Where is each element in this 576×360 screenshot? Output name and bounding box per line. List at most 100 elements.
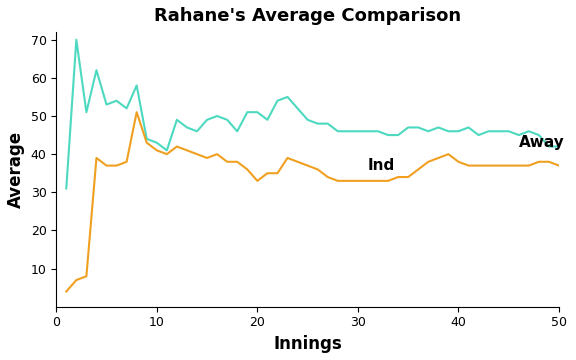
Away [83, 110, 90, 114]
Away [516, 133, 522, 137]
Ind [153, 148, 160, 153]
Away [505, 129, 512, 134]
Away [365, 129, 372, 134]
Ind [545, 159, 552, 164]
Ind [173, 144, 180, 149]
Ind [194, 152, 200, 156]
Ind [143, 140, 150, 145]
Line: Ind: Ind [66, 112, 559, 292]
Away [294, 106, 301, 111]
Away [475, 133, 482, 137]
Ind [344, 179, 351, 183]
Ind [234, 159, 241, 164]
Ind [385, 179, 392, 183]
Ind [485, 163, 492, 168]
X-axis label: Innings: Innings [273, 335, 342, 353]
Ind [314, 167, 321, 172]
Away [274, 99, 281, 103]
Ind [164, 152, 170, 156]
Ind [244, 167, 251, 172]
Away [425, 129, 432, 134]
Ind [63, 289, 70, 294]
Ind [133, 110, 140, 114]
Away [153, 140, 160, 145]
Ind [505, 163, 512, 168]
Away [405, 125, 412, 130]
Away [234, 129, 241, 134]
Ind [184, 148, 191, 153]
Ind [475, 163, 482, 168]
Away [465, 125, 472, 130]
Away [545, 144, 552, 149]
Ind [274, 171, 281, 175]
Ind [284, 156, 291, 160]
Away [324, 121, 331, 126]
Away [385, 133, 392, 137]
Ind [365, 179, 372, 183]
Away [415, 125, 422, 130]
Away [314, 121, 321, 126]
Away [284, 95, 291, 99]
Away [103, 102, 110, 107]
Ind [425, 159, 432, 164]
Away [334, 129, 341, 134]
Away [143, 137, 150, 141]
Ind [445, 152, 452, 156]
Ind [435, 156, 442, 160]
Y-axis label: Average: Average [7, 131, 25, 208]
Ind [495, 163, 502, 168]
Away [214, 114, 221, 118]
Away [184, 125, 191, 130]
Away [445, 129, 452, 134]
Away [173, 118, 180, 122]
Away [244, 110, 251, 114]
Away [435, 125, 442, 130]
Away [123, 106, 130, 111]
Away [113, 99, 120, 103]
Ind [395, 175, 401, 179]
Text: Away: Away [519, 135, 564, 150]
Title: Rahane's Average Comparison: Rahane's Average Comparison [154, 7, 461, 25]
Ind [334, 179, 341, 183]
Away [525, 129, 532, 134]
Ind [324, 175, 331, 179]
Away [485, 129, 492, 134]
Ind [516, 163, 522, 168]
Away [374, 129, 381, 134]
Away [455, 129, 462, 134]
Ind [354, 179, 361, 183]
Ind [556, 163, 563, 168]
Text: Ind: Ind [368, 158, 395, 173]
Line: Away: Away [66, 40, 559, 189]
Away [194, 129, 200, 134]
Ind [113, 163, 120, 168]
Away [495, 129, 502, 134]
Away [354, 129, 361, 134]
Ind [415, 167, 422, 172]
Away [536, 133, 543, 137]
Away [73, 37, 80, 42]
Ind [203, 156, 210, 160]
Ind [214, 152, 221, 156]
Ind [536, 159, 543, 164]
Away [223, 118, 230, 122]
Ind [465, 163, 472, 168]
Ind [304, 163, 311, 168]
Ind [525, 163, 532, 168]
Ind [103, 163, 110, 168]
Ind [405, 175, 412, 179]
Ind [455, 159, 462, 164]
Away [254, 110, 261, 114]
Away [556, 144, 563, 149]
Away [133, 83, 140, 87]
Ind [123, 159, 130, 164]
Away [304, 118, 311, 122]
Away [164, 148, 170, 153]
Away [395, 133, 401, 137]
Ind [93, 156, 100, 160]
Away [264, 118, 271, 122]
Ind [223, 159, 230, 164]
Away [63, 186, 70, 191]
Ind [73, 278, 80, 282]
Away [93, 68, 100, 72]
